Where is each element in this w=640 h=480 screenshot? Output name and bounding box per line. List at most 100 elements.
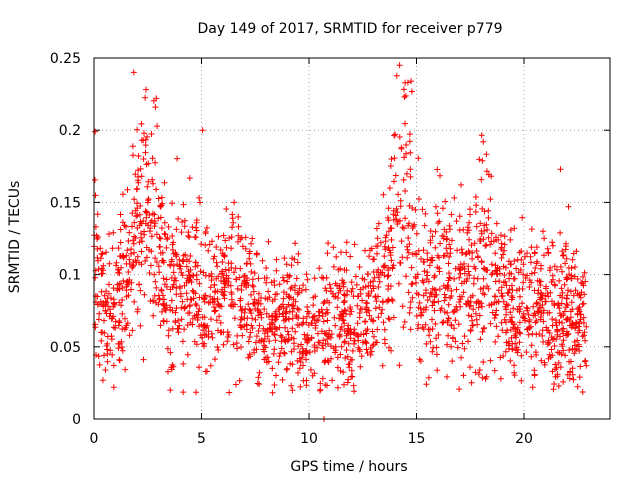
data-point (213, 244, 220, 250)
data-point (280, 295, 287, 302)
data-point (480, 285, 487, 291)
data-point (130, 152, 136, 159)
data-point (237, 295, 244, 302)
data-point (189, 224, 196, 231)
data-point (238, 307, 245, 314)
data-point (374, 250, 380, 257)
data-point (340, 283, 347, 290)
data-point (272, 308, 279, 315)
data-point (303, 350, 310, 357)
data-point (283, 261, 290, 268)
data-point (199, 127, 206, 134)
data-point (205, 299, 212, 306)
data-point (480, 359, 487, 365)
chart-title: Day 149 of 2017, SRMTID for receiver p77… (197, 21, 502, 37)
data-point (508, 261, 514, 268)
data-point (368, 348, 375, 355)
data-point (139, 238, 146, 245)
data-point (135, 179, 142, 186)
data-point (110, 285, 117, 292)
data-point (304, 304, 311, 310)
data-point (183, 290, 190, 297)
data-point (228, 289, 235, 296)
data-point (343, 239, 350, 246)
data-point (508, 318, 515, 325)
data-point (511, 258, 518, 264)
data-point (293, 275, 300, 282)
data-point (273, 256, 280, 263)
data-point (404, 246, 411, 253)
data-point (92, 128, 99, 135)
data-point (390, 207, 397, 214)
data-point (554, 331, 561, 338)
data-point (142, 220, 149, 227)
data-point (213, 275, 220, 282)
data-point (451, 194, 458, 201)
data-point (164, 234, 171, 241)
data-point (221, 295, 228, 302)
data-point (106, 290, 112, 297)
data-point (193, 389, 200, 396)
data-point (270, 350, 277, 357)
data-point (528, 270, 535, 277)
data-point (444, 373, 450, 380)
data-point (496, 265, 503, 272)
data-point (336, 333, 343, 340)
data-points (91, 62, 590, 422)
data-point (136, 259, 142, 266)
data-point (481, 222, 488, 229)
data-point (412, 206, 419, 213)
data-point (560, 312, 567, 319)
data-point (424, 250, 431, 257)
data-point (564, 292, 571, 299)
data-point (327, 285, 334, 292)
data-point (531, 250, 538, 257)
data-point (161, 296, 168, 303)
data-point (454, 344, 461, 351)
data-point (340, 299, 347, 306)
data-point (199, 334, 206, 341)
data-point (375, 314, 382, 321)
data-point (466, 236, 473, 243)
data-point (385, 228, 392, 235)
data-point (175, 317, 182, 324)
data-point (529, 330, 536, 337)
data-point (394, 209, 401, 216)
data-point (440, 319, 447, 325)
data-point (167, 286, 174, 293)
data-point (522, 275, 529, 281)
data-point (121, 222, 128, 229)
data-point (296, 349, 303, 356)
data-point (123, 287, 130, 294)
data-point (104, 358, 111, 365)
data-point (223, 206, 230, 212)
data-point (106, 260, 113, 267)
data-point (393, 72, 400, 79)
data-point (535, 287, 542, 294)
data-point (425, 278, 432, 285)
data-point (424, 297, 431, 304)
data-point (386, 316, 393, 323)
data-point (269, 298, 276, 305)
data-point (181, 282, 188, 289)
data-point (165, 368, 171, 375)
data-point (185, 268, 192, 275)
data-point (155, 263, 162, 270)
data-point (382, 246, 389, 253)
data-point (282, 309, 289, 316)
data-point (137, 287, 144, 294)
data-point (436, 286, 443, 293)
data-point (143, 86, 149, 93)
data-point (517, 330, 524, 337)
data-point (213, 259, 220, 266)
data-point (528, 353, 535, 360)
data-point (411, 221, 418, 228)
data-point (406, 131, 413, 138)
data-point (311, 348, 318, 354)
data-point (476, 299, 483, 306)
data-point (208, 330, 215, 337)
data-point (144, 133, 150, 140)
data-point (110, 303, 117, 310)
data-point (223, 277, 230, 284)
data-point (443, 245, 450, 252)
